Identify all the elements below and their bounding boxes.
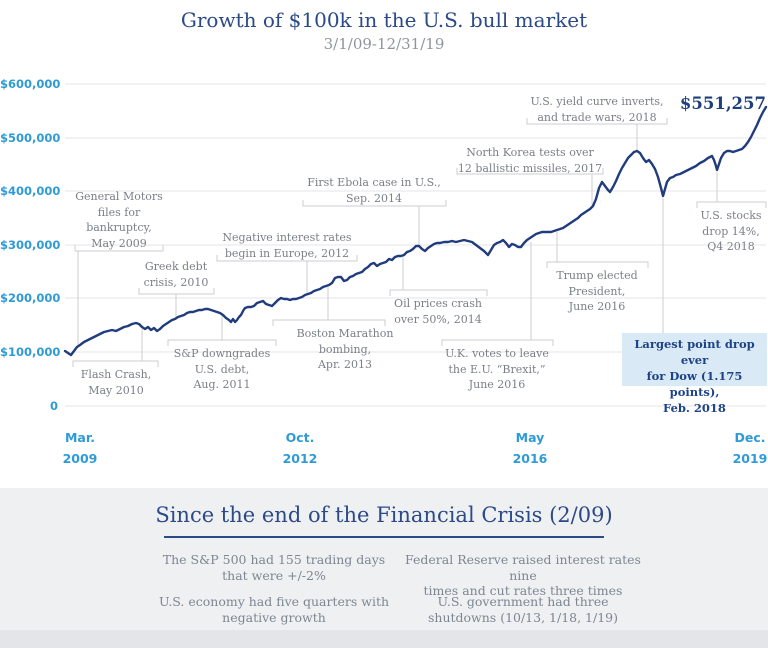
page-title: Growth of $100k in the U.S. bull market	[180, 8, 588, 32]
annotation-boston-marathon: Boston Marathon bombing, Apr. 2013	[296, 327, 394, 371]
footer-fact-4: U.S. government had three shutdowns (10/1…	[427, 594, 618, 625]
annotation-flash-crash: Flash Crash, May 2010	[80, 368, 152, 397]
y-tick-label: $400,000	[0, 184, 61, 198]
footer-fact-2: U.S. economy had five quarters with negat…	[158, 594, 390, 625]
annotation-gm-bankruptcy: General Motors files for bankruptcy, May 20…	[75, 190, 163, 250]
gridlines	[65, 83, 766, 407]
annotation-leader-lines	[72, 118, 767, 367]
y-tick-label: $500,000	[0, 131, 61, 145]
footer-heading: Since the end of the Financial Crisis (2…	[155, 503, 613, 527]
highlight-line-2: for Dow (1.175 points),	[646, 369, 743, 399]
x-tick-label: Dec. 2019	[732, 430, 768, 466]
annotation-sp-downgrade: S&P downgrades U.S. debt, Aug. 2011	[173, 347, 271, 391]
annotation-negative-rates: Negative interest rates begin in Europe, …	[222, 231, 352, 260]
growth-line-series	[63, 105, 768, 357]
page-subtitle: 3/1/09-12/31/19	[323, 35, 445, 53]
highlight-line-3: Feb. 2018	[663, 401, 726, 415]
footer-fact-3: Federal Reserve raised interest rates ni…	[405, 552, 641, 598]
annotation-yield-curve: U.S. yield curve inverts, and trade wars,…	[530, 95, 664, 124]
footer-heading-rule	[164, 536, 604, 538]
x-tick-label: Oct. 2012	[282, 430, 318, 466]
y-tick-label: $200,000	[0, 291, 61, 305]
annotation-stocks-drop: U.S. stocks drop 14%, Q4 2018	[700, 209, 762, 253]
annotation-brexit: U.K. votes to leave the E.U. “Brexit,” Jun…	[445, 347, 549, 391]
y-tick-label: 0	[49, 399, 58, 413]
y-tick-label: $600,000	[0, 77, 61, 91]
x-tick-label: May 2016	[512, 430, 548, 466]
highlight-callout-largest-point-drop: Largest point drop ever for Dow (1.175 p…	[622, 333, 767, 415]
end-value-label: $551,257	[679, 94, 766, 113]
y-tick-label: $100,000	[0, 345, 61, 359]
annotation-north-korea: North Korea tests over 12 ballistic missi…	[457, 146, 603, 175]
footer-summary-panel	[0, 488, 768, 630]
annotation-trump-elected: Trump elected President, June 2016	[556, 269, 638, 313]
line-chart	[63, 83, 768, 407]
annotation-greek-debt: Greek debt crisis, 2010	[143, 260, 209, 289]
highlight-line-1: Largest point drop ever	[634, 337, 755, 367]
annotation-ebola: First Ebola case in U.S., Sep. 2014	[307, 176, 441, 205]
x-tick-label: Mar. 2009	[62, 430, 98, 466]
annotation-oil-crash: Oil prices crash over 50%, 2014	[394, 297, 482, 326]
footer-fact-1: The S&P 500 had 155 trading days that wer…	[162, 552, 386, 583]
y-tick-label: $300,000	[0, 238, 61, 252]
footer-bottom-strip	[0, 630, 768, 648]
